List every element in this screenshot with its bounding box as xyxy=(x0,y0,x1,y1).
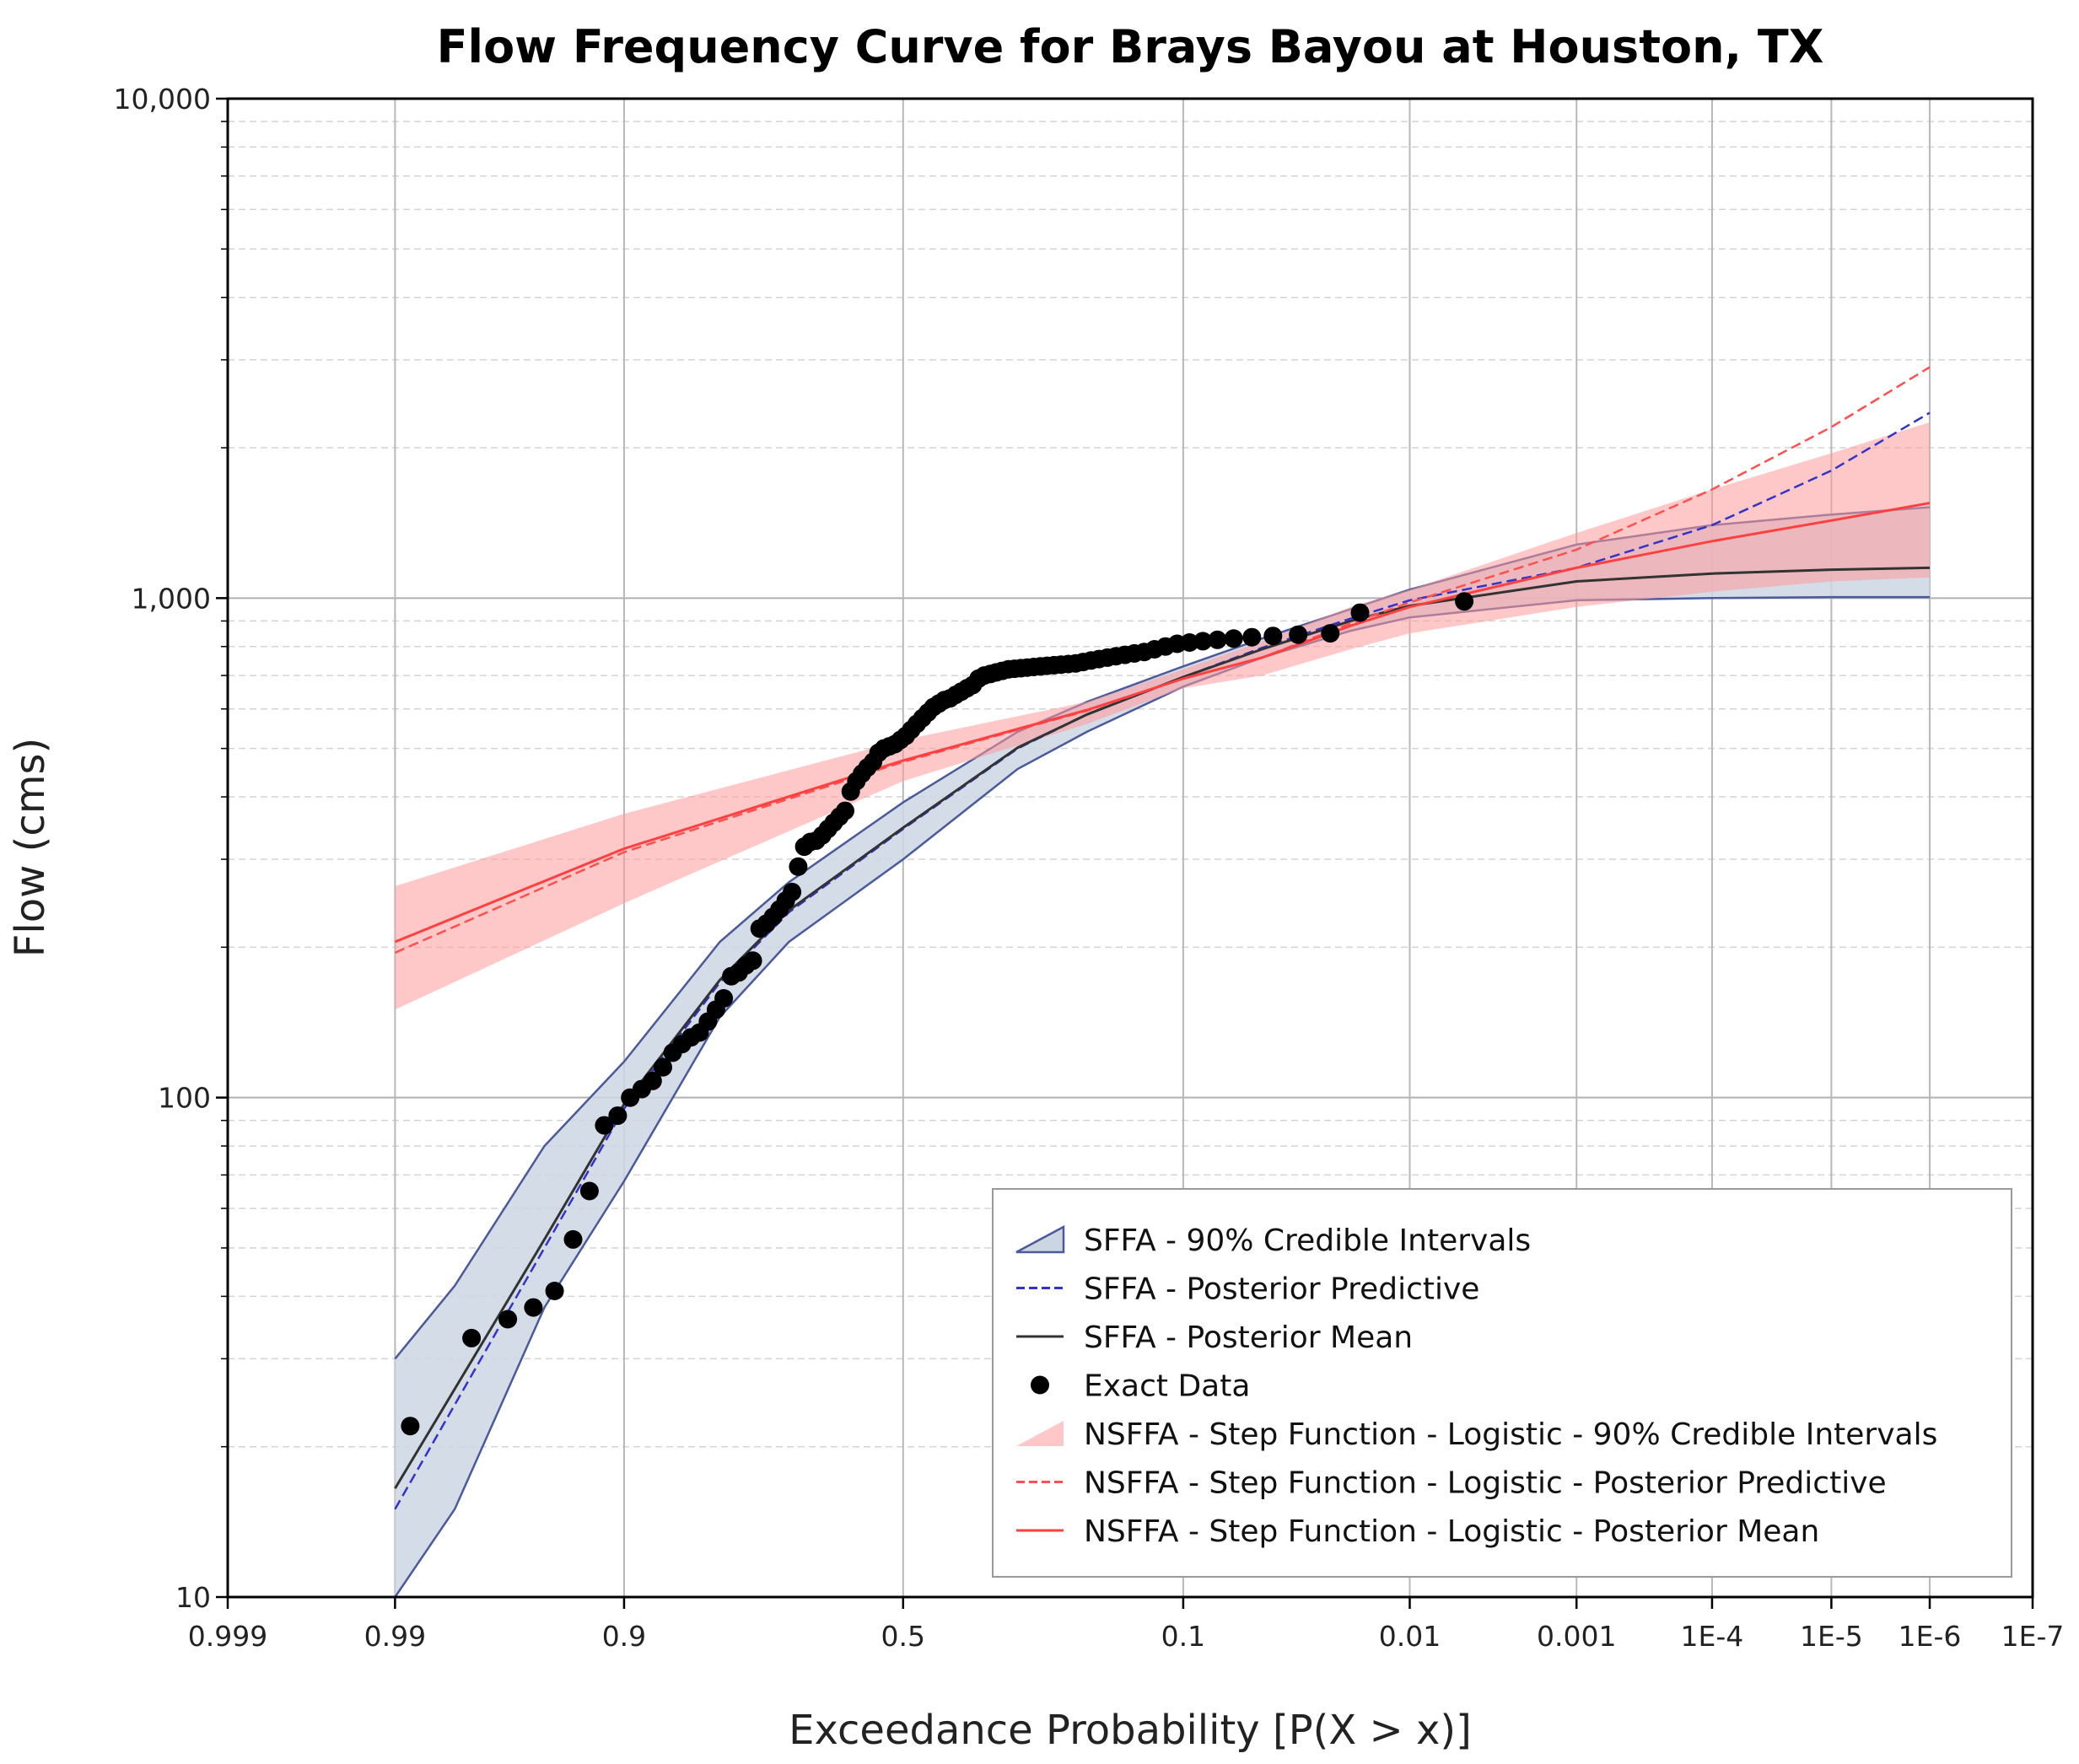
legend-item: SFFA - 90% Credible Intervals xyxy=(1015,1224,1531,1258)
legend-label: SFFA - Posterior Mean xyxy=(1084,1320,1413,1355)
exact-data-points xyxy=(401,592,1474,1436)
legend-label: NSFFA - Step Function - Logistic - Poste… xyxy=(1084,1466,1887,1501)
legend-item: NSFFA - Step Function - Logistic - Poste… xyxy=(1016,1514,1819,1549)
exact-data-point xyxy=(1193,632,1213,651)
exact-data-point xyxy=(789,857,808,876)
credible-interval-bands xyxy=(394,422,1931,1598)
exact-data-point xyxy=(1455,592,1474,611)
x-tick-label: 0.999 xyxy=(188,1620,267,1653)
legend-label: Exact Data xyxy=(1084,1369,1250,1404)
axes: 10 100 1,000 10,000 0.999 0.99 0.9 0.5 0.1 0.01 0.… xyxy=(114,83,2065,1653)
y-tick-label: 1,000 xyxy=(132,582,211,615)
x-tick-label: 0.01 xyxy=(1379,1620,1441,1653)
legend-label: NSFFA - Step Function - Logistic - 90% C… xyxy=(1084,1417,1937,1452)
y-tick-label: 10 xyxy=(175,1581,211,1614)
chart-title: Flow Frequency Curve for Brays Bayou at … xyxy=(437,20,1824,73)
y-tick-label: 100 xyxy=(158,1082,211,1115)
legend-swatch-sffa-band xyxy=(1015,1224,1065,1254)
exact-data-point xyxy=(498,1310,518,1329)
exact-data-point xyxy=(1263,627,1283,646)
exact-data-point xyxy=(608,1106,627,1126)
legend-swatch-dot xyxy=(1031,1375,1049,1395)
y-tick-label: 10,000 xyxy=(114,83,211,116)
exact-data-point xyxy=(654,1057,672,1077)
nsffa-posterior-mean-line xyxy=(394,502,1931,944)
x-tick-label: 1E-4 xyxy=(1681,1620,1744,1653)
legend-item: NSFFA - Step Function - Logistic - Poste… xyxy=(1016,1466,1887,1501)
exact-data-point xyxy=(1321,624,1340,643)
plot-frame xyxy=(226,97,2034,1599)
exact-data-point xyxy=(714,989,734,1008)
x-tick-label: 0.99 xyxy=(364,1620,426,1653)
legend-item: Exact Data xyxy=(1031,1369,1250,1404)
legend-label: SFFA - 90% Credible Intervals xyxy=(1084,1224,1531,1258)
exact-data-point xyxy=(545,1282,564,1300)
y-axis-label: Flow (cms) xyxy=(7,738,54,957)
legend: SFFA - 90% Credible Intervals SFFA - Post… xyxy=(992,1188,2012,1578)
legend-item: SFFA - Posterior Predictive xyxy=(1016,1272,1479,1307)
exact-data-point xyxy=(1242,627,1262,647)
legend-label: SFFA - Posterior Predictive xyxy=(1084,1272,1479,1307)
x-tick-label: 0.001 xyxy=(1537,1620,1616,1653)
exact-data-point xyxy=(524,1298,543,1317)
exact-data-point xyxy=(401,1417,420,1436)
exact-data-point xyxy=(1350,603,1370,622)
nsffa-credible-band xyxy=(395,422,1930,1010)
legend-item: SFFA - Posterior Mean xyxy=(1016,1320,1413,1355)
exact-data-point xyxy=(643,1071,662,1090)
legend-swatch-nsffa-band xyxy=(1016,1421,1064,1446)
legend-label: NSFFA - Step Function - Logistic - Poste… xyxy=(1084,1514,1819,1549)
x-tick-label: 0.9 xyxy=(602,1620,646,1653)
exact-data-point xyxy=(595,1116,614,1135)
x-tick-label: 1E-6 xyxy=(1899,1620,1962,1653)
x-axis-label: Exceedance Probability [P(X > x)] xyxy=(789,1707,1472,1754)
exact-data-point xyxy=(836,801,854,820)
x-tick-label: 1E-7 xyxy=(2001,1620,2065,1653)
exact-data-point xyxy=(1180,633,1199,652)
exact-data-point xyxy=(1224,629,1243,648)
exact-data-point xyxy=(743,951,762,971)
sffa-posterior-mean-line xyxy=(394,566,1931,1489)
x-tick-label: 1E-5 xyxy=(1800,1620,1863,1653)
legend-box xyxy=(992,1188,2012,1578)
exact-data-point xyxy=(563,1229,583,1249)
exact-data-point xyxy=(1289,625,1308,644)
x-tick-label: 0.5 xyxy=(881,1620,925,1653)
exact-data-point xyxy=(579,1181,599,1201)
exact-data-point xyxy=(1208,630,1227,649)
legend-item: NSFFA - Step Function - Logistic - 90% C… xyxy=(1016,1417,1937,1452)
exact-data-point xyxy=(462,1328,482,1347)
exact-data-point xyxy=(783,882,802,901)
x-tick-label: 0.1 xyxy=(1161,1620,1205,1653)
